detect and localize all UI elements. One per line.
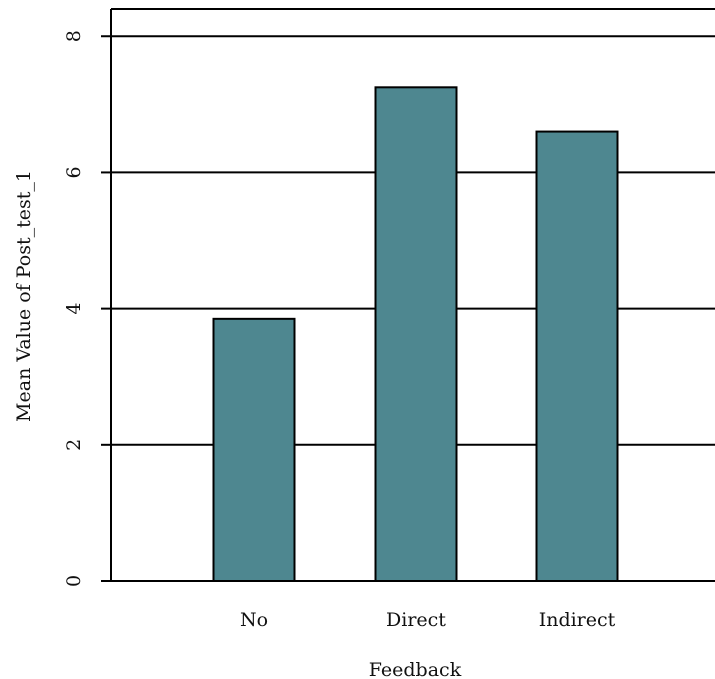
x-tick-label-no: No [240, 609, 268, 631]
bar-direct [374, 86, 458, 583]
y-tick-label-2: 2 [63, 439, 85, 451]
y-tick-label-4: 4 [63, 303, 85, 315]
y-tick-label-8: 8 [63, 30, 85, 42]
x-axis-title: Feedback [369, 659, 462, 679]
x-tick-labels: No Direct Indirect [240, 609, 616, 631]
y-axis-title: Mean Value of Post_test_1 [13, 170, 35, 422]
axes [101, 8, 715, 582]
y-tick-labels: 0 2 4 6 8 [63, 30, 85, 587]
y-tick-label-0: 0 [63, 575, 85, 587]
x-tick-label-direct: Direct [386, 609, 446, 631]
bar-no [212, 317, 296, 582]
x-tick-label-indirect: Indirect [539, 609, 616, 631]
bars [212, 86, 619, 583]
bar-indirect [535, 130, 619, 582]
y-tick-label-6: 6 [63, 166, 85, 178]
